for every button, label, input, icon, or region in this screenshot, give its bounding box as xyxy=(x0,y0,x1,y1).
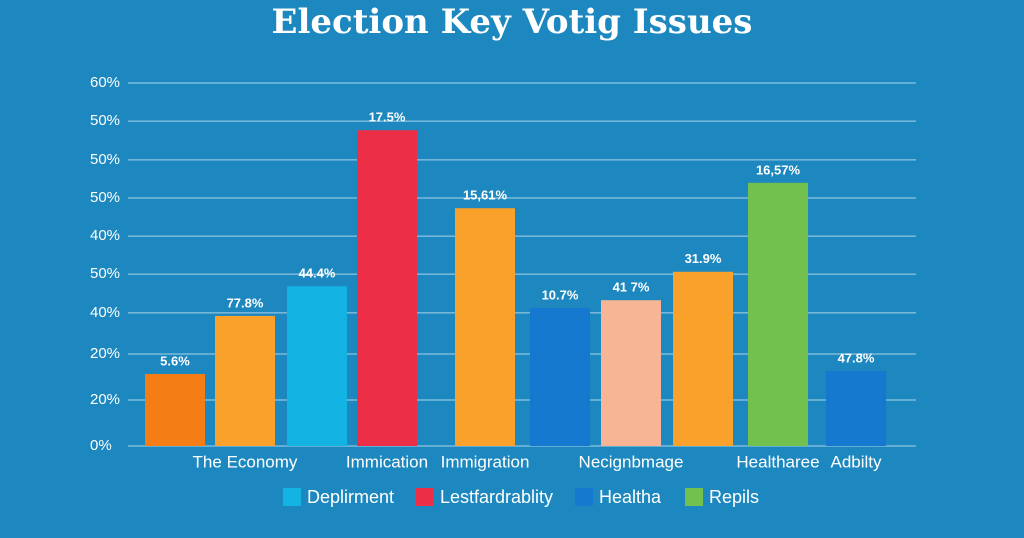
legend-label: Healtha xyxy=(599,487,662,507)
y-tick-label: 40% xyxy=(90,304,120,321)
y-tick-label: 50% xyxy=(90,189,120,206)
bar xyxy=(215,315,275,446)
x-tick-label: Immigration xyxy=(441,452,530,471)
y-tick-label: 0% xyxy=(90,437,112,454)
data-label: 10.7% xyxy=(542,287,579,302)
data-label: 15,61% xyxy=(463,188,508,203)
bar xyxy=(530,308,590,446)
x-tick-label: Healtharee xyxy=(736,452,819,471)
bar xyxy=(748,182,808,446)
legend-label: Deplirment xyxy=(307,487,394,507)
x-tick-label: Necignbmage xyxy=(579,452,684,471)
y-tick-label: 40% xyxy=(90,227,120,244)
legend-swatch xyxy=(283,488,301,506)
legend-swatch xyxy=(685,488,703,506)
bar xyxy=(145,374,205,446)
x-tick-label: Adbilty xyxy=(830,452,882,471)
bar xyxy=(455,208,515,446)
bar xyxy=(673,271,733,446)
y-tick-label: 50% xyxy=(90,151,120,168)
data-label: 31.9% xyxy=(685,251,722,266)
data-label: 41 7% xyxy=(613,280,650,295)
bar xyxy=(287,286,347,446)
legend-label: Lestfardrablity xyxy=(440,487,553,507)
bar xyxy=(601,300,661,446)
y-tick-label: 50% xyxy=(90,112,120,129)
legend-swatch xyxy=(575,488,593,506)
chart-title: Election Key Votig Issues xyxy=(272,2,753,42)
data-label: 5.6% xyxy=(160,353,190,368)
legend-label: Repils xyxy=(709,487,759,507)
data-label: 17.5% xyxy=(369,110,406,125)
data-label: 77.8% xyxy=(227,295,264,310)
legend-swatch xyxy=(416,488,434,506)
y-tick-label: 20% xyxy=(90,391,120,408)
data-label: 47.8% xyxy=(838,350,875,365)
y-tick-label: 60% xyxy=(90,74,120,91)
bar xyxy=(826,370,886,446)
bar xyxy=(357,130,417,446)
data-label: 16,57% xyxy=(756,162,801,177)
data-label: 44.4% xyxy=(299,266,336,281)
y-tick-label: 20% xyxy=(90,345,120,362)
x-tick-label: Immication xyxy=(346,452,428,471)
x-tick-label: The Economy xyxy=(193,452,298,471)
y-tick-label: 50% xyxy=(90,265,120,282)
